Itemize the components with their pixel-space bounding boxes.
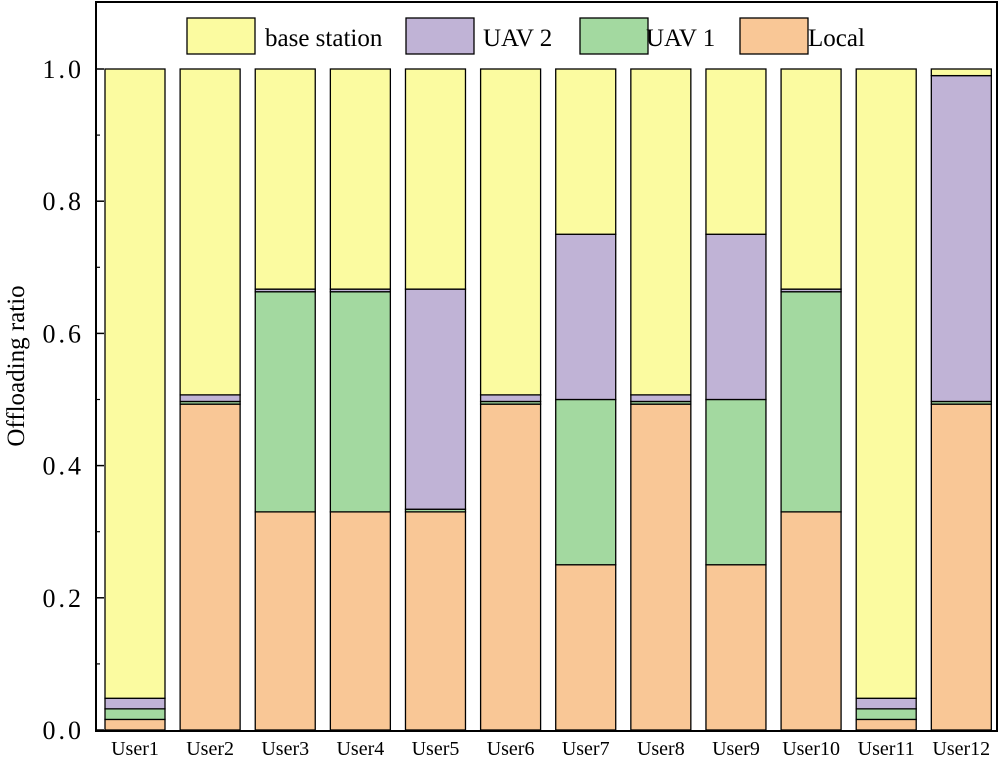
legend-swatch-local — [739, 17, 809, 55]
bar-user9-uav-1 — [705, 398, 767, 566]
bar-user3-base-station — [254, 68, 316, 290]
x-tick-label: User1 — [111, 738, 159, 760]
bars-group — [104, 68, 992, 731]
x-axis: User1 User2 User3 User4 User5 User6 User7 User8… — [111, 738, 990, 760]
y-tick-label: 0.2 — [43, 584, 85, 613]
x-tick-label: User12 — [932, 738, 990, 760]
legend-swatch-uav-2 — [405, 17, 475, 55]
bar-user11-uav-2 — [855, 697, 917, 710]
bar-user3-local — [254, 511, 316, 731]
x-tick-label: User5 — [412, 738, 460, 760]
y-tick-label: 0.8 — [43, 187, 85, 216]
bar-user10-uav-1 — [780, 291, 842, 513]
bar-user7-uav-1 — [555, 398, 617, 566]
bar-user4-base-station — [329, 68, 392, 290]
bar-user11-local — [855, 718, 917, 731]
x-tick-label: User6 — [487, 738, 535, 760]
bar-user3-uav-1 — [254, 291, 316, 513]
bar-user2-base-station — [179, 68, 241, 396]
bar-user4-local — [329, 511, 392, 731]
legend-label-base-station: base station — [265, 25, 383, 52]
bar-user1-base-station — [104, 68, 166, 699]
bar-user11-base-station — [855, 68, 917, 699]
y-axis: 0.0 0.2 0.4 0.6 0.8 1.0 — [43, 55, 104, 745]
bar-user2-local — [179, 403, 241, 731]
x-tick-label: User8 — [637, 738, 685, 760]
bar-user6-local — [479, 403, 542, 731]
bar-user5-local — [404, 511, 467, 731]
bar-user12-local — [930, 403, 992, 731]
bar-user7-uav-2 — [555, 233, 617, 401]
bar-user6-uav-2 — [479, 394, 542, 403]
bar-user7-local — [555, 564, 617, 731]
y-tick-label: 0.6 — [43, 319, 85, 348]
bar-user7-base-station — [555, 68, 617, 235]
legend-label-uav-1: UAV 1 — [646, 25, 715, 52]
bar-user9-local — [705, 564, 767, 731]
bar-user8-base-station — [630, 68, 692, 396]
y-tick-label: 1.0 — [43, 55, 85, 84]
bar-user10-local — [780, 511, 842, 731]
x-tick-label: User4 — [336, 738, 384, 760]
y-tick-label: 0.4 — [43, 452, 85, 481]
bar-user1-local — [104, 718, 166, 731]
bar-user10-base-station — [780, 68, 842, 290]
x-tick-label: User3 — [261, 738, 309, 760]
bar-user12-uav-2 — [930, 74, 992, 403]
bar-user6-base-station — [479, 68, 542, 396]
legend-label-local: Local — [808, 25, 865, 52]
x-tick-label: User2 — [186, 738, 234, 760]
legend-swatch-base-station — [186, 17, 256, 55]
bar-user8-local — [630, 403, 692, 731]
bar-user1-uav-2 — [104, 697, 166, 710]
bar-user9-uav-2 — [705, 233, 767, 401]
legend-swatch-uav-1 — [579, 17, 649, 55]
bar-user8-uav-2 — [630, 394, 692, 403]
bar-user12-base-station — [930, 68, 992, 77]
bar-user2-uav-2 — [179, 394, 241, 403]
bar-user9-base-station — [705, 68, 767, 235]
plot-frame — [95, 1, 998, 732]
y-tick-label: 0.0 — [43, 716, 85, 745]
bar-user5-base-station — [404, 68, 467, 290]
legend-label-uav-2: UAV 2 — [483, 25, 552, 52]
bar-user11-uav-1 — [855, 708, 917, 721]
y-axis-title: Offloading ratio — [3, 285, 30, 446]
bar-user1-uav-1 — [104, 708, 166, 721]
legend: base station UAV 2 UAV 1 Local — [186, 17, 865, 55]
bar-user5-uav-2 — [404, 288, 467, 510]
x-tick-label: User10 — [782, 738, 840, 760]
x-tick-label: User9 — [712, 738, 760, 760]
bar-user4-uav-1 — [329, 291, 392, 513]
x-tick-label: User7 — [562, 738, 610, 760]
x-tick-label: User11 — [858, 738, 915, 760]
